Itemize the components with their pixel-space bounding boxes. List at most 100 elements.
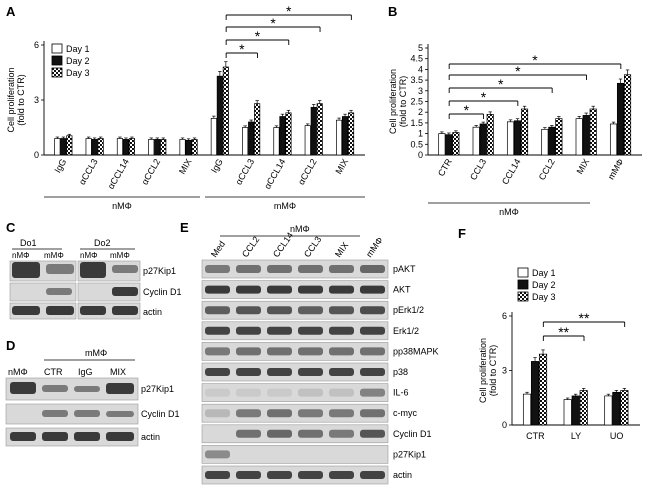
group-label: nMΦ [499,207,519,217]
blot-e-band [267,409,292,418]
blot-e-band [236,409,261,418]
y-tick-label: 6 [502,311,507,321]
bar [522,393,532,426]
blot-c-row-2: Cyclin D1 [143,287,182,297]
bar [582,115,590,156]
x-tick-label: αCCL14 [262,157,287,191]
blot-e-band [205,285,230,294]
bar [445,134,453,156]
blot-e-band [360,265,385,273]
bar [285,112,292,156]
blot-e-lane-label: MIX [333,240,350,259]
blot-e-band [267,368,292,376]
bar [609,123,618,156]
y-tick-label: 1.5 [410,118,423,128]
blot-e-band [329,368,354,376]
bar [571,395,580,426]
x-tick-label: LY [571,431,581,441]
blot-e-band [236,388,261,397]
blot-e-strip [201,445,389,464]
bar [530,361,540,426]
bar [160,139,167,156]
y-tick-label: 2 [418,107,423,117]
bar [116,138,124,156]
blot-e-band [360,368,385,376]
blot-c-lane-2: mMΦ [44,251,64,260]
y-axis-label: (fold to CTR) [16,74,26,126]
bar [541,128,549,156]
blot-e-row-label: Cyclin D1 [393,429,432,439]
sig-label: * [255,28,261,44]
y-axis-label: (fold to CTR) [488,345,498,397]
y-tick-label: 0 [418,150,423,160]
blot-e-strip [201,424,389,444]
blot-e-band [298,388,323,397]
panel-letter-a: A [6,4,16,19]
blot-e-band [298,347,323,356]
bar [91,139,98,156]
legend-swatch [517,279,529,290]
x-tick-label: αCCL2 [140,157,163,186]
bar [54,138,61,156]
blot-e-row-label: AKT [393,285,411,295]
blot-e-band [205,265,230,273]
y-tick-label: 5 [418,43,423,53]
x-tick-label: CTR [526,431,545,441]
bar [60,138,67,156]
blot-d: mMΦ nMΦ CTR IgG MIX p27Kip1 Cyclin D1 ac… [5,348,180,447]
x-tick-label: αCCL14 [106,157,131,191]
blot-e-band [329,388,354,397]
sig-label: ** [558,324,569,340]
group-label: mMΦ [274,201,296,211]
blot-d-row-2: Cyclin D1 [141,409,180,419]
blot-e-lane-label: CCL3 [302,235,323,260]
blot-e-band [360,409,385,418]
x-tick-label: mMΦ [606,157,626,181]
blot-e: nMΦ Med CCL2 CCL14 CCL3 MIX mMΦ pAKT AKT pErk1/2… [201,224,439,485]
blot-e-band [205,347,230,356]
blot-e-band [298,265,323,273]
blot-e-band [267,306,292,315]
panel-letter-b: B [388,4,397,19]
y-tick-label: 0 [502,420,507,430]
blot-e-strip [201,403,389,423]
bar [310,106,317,156]
legend-entry: Day 1 [66,44,90,54]
y-tick-label: 3 [34,95,39,105]
blot-e-band [236,429,261,438]
blot-d-lane-2: CTR [44,367,63,377]
bar [248,121,255,156]
y-axis-label: Cell proliferation [6,67,16,132]
y-tick-label: 1 [418,129,423,139]
bar [66,135,73,156]
bar [548,126,556,156]
y-axis-label: (fold to CTR) [398,76,408,128]
y-tick-label: 2.5 [410,97,423,107]
y-axis-label: Cell proliferation [388,69,398,134]
bar [479,123,487,156]
bar [452,132,460,156]
blot-e-row-label: pp38MAPK [393,346,439,356]
bar [179,139,186,156]
blot-e-band [267,326,292,335]
bar [148,139,155,156]
x-tick-label: MIX [333,157,350,176]
blot-c-lane-4: mMΦ [110,251,130,260]
blot-e-band [360,388,385,397]
blot-d-lane-1: nMΦ [8,367,28,377]
sig-label: ** [579,310,590,326]
legend-swatch [517,291,529,302]
bar [242,127,249,156]
sig-label: * [532,52,538,68]
blot-e-band [236,265,261,273]
x-tick-label: αCCL2 [296,157,319,186]
blot-e-strip [201,280,389,299]
blot-c-row-1: p27Kip1 [143,266,176,276]
bar [279,116,286,156]
x-tick-label: CCL2 [537,157,557,182]
blot-e-band [360,306,385,315]
legend-entry: Day 3 [66,68,90,78]
blot-e-band [360,347,385,356]
blot-e-band [298,471,323,479]
x-tick-label: IgG [52,157,68,175]
